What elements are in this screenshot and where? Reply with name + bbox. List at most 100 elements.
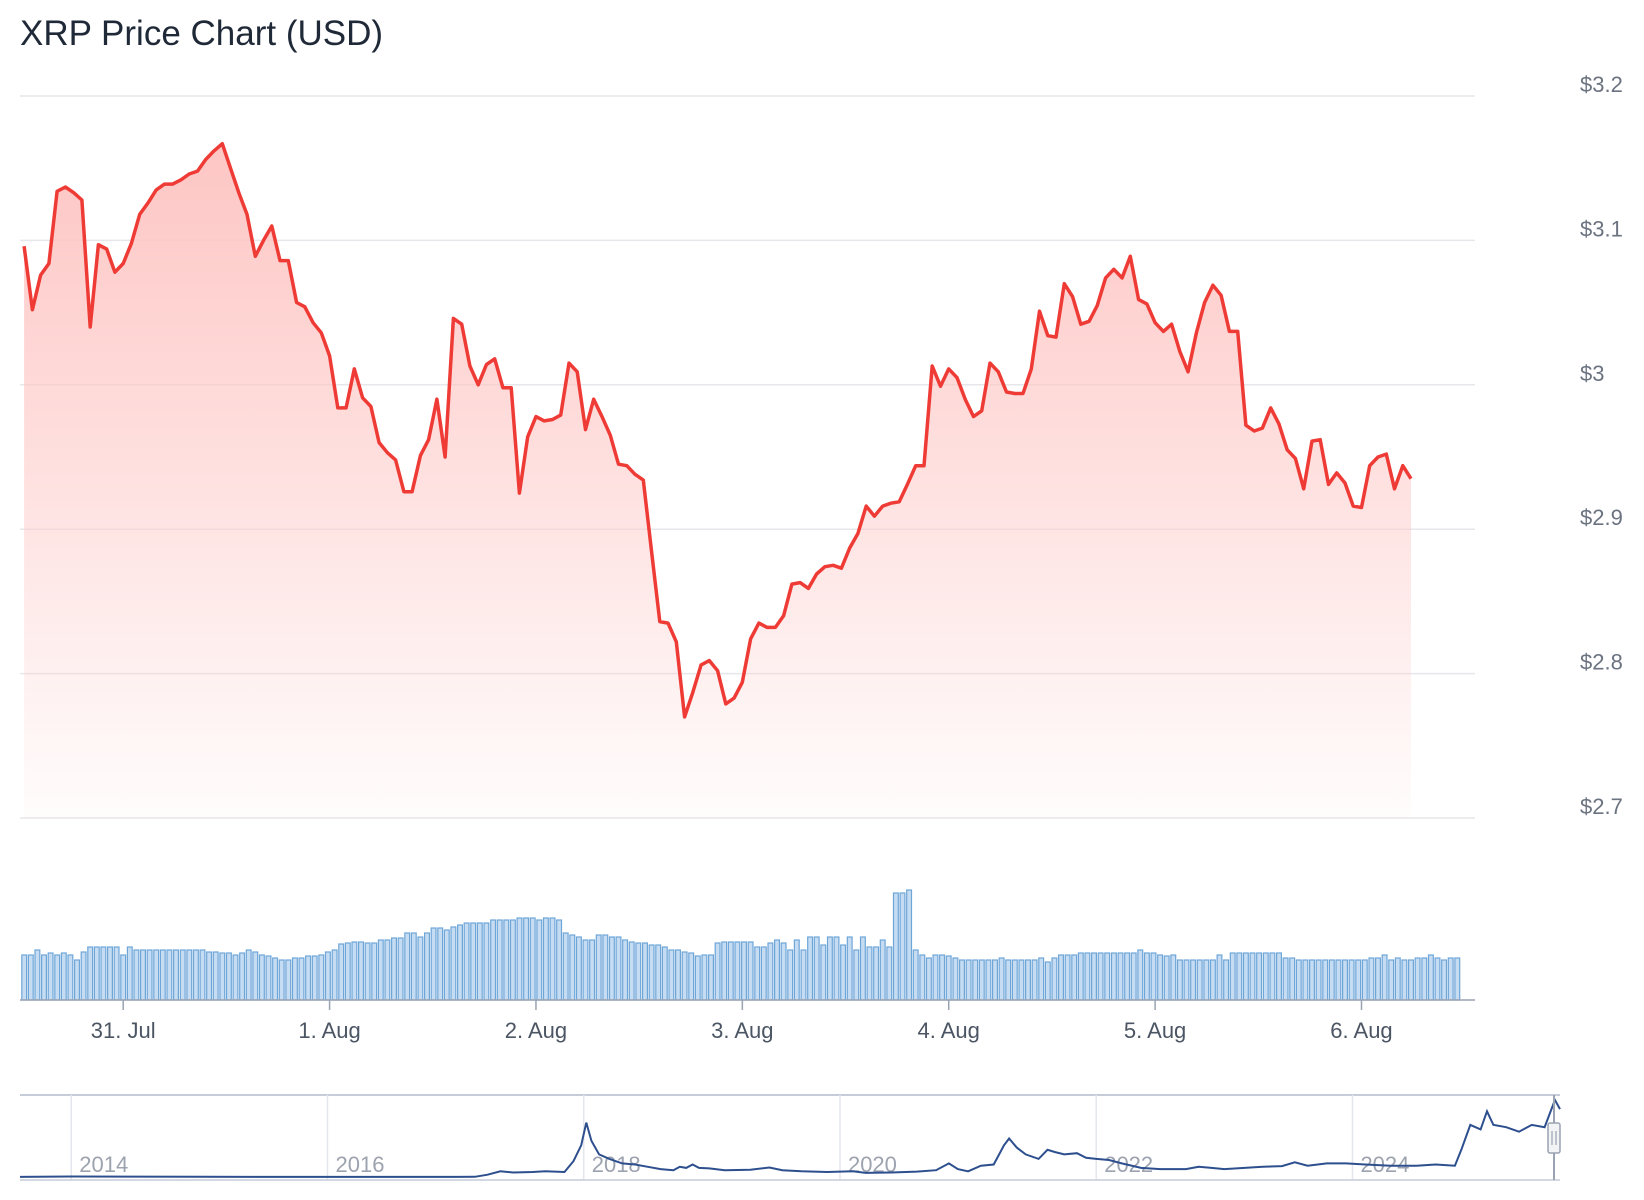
- volume-bar: [430, 927, 437, 1001]
- navigator-year-labels: 2014 2016 2018 2020 2022 2024: [79, 1152, 1409, 1177]
- volume-bar: [846, 936, 853, 1001]
- volume-bar: [615, 936, 622, 1001]
- volume-bar: [536, 919, 543, 1001]
- volume-bar: [272, 957, 279, 1001]
- volume-bar: [800, 949, 807, 1001]
- volume-bar: [1137, 949, 1144, 1001]
- volume-bar: [886, 946, 893, 1001]
- volume-bar: [285, 959, 292, 1001]
- volume-bar: [1361, 959, 1368, 1001]
- volume-bar: [1223, 959, 1230, 1001]
- volume-bar: [1355, 959, 1362, 1001]
- volume-bar: [866, 946, 873, 1001]
- volume-bar: [404, 932, 411, 1001]
- volume-bar: [1256, 952, 1263, 1001]
- volume-bar: [298, 957, 305, 1001]
- volume-bar: [767, 942, 774, 1001]
- volume-bar: [1236, 952, 1243, 1001]
- volume-bar: [437, 927, 444, 1001]
- volume-bar: [179, 949, 186, 1001]
- volume-bar: [595, 934, 602, 1001]
- volume-bar: [173, 949, 180, 1001]
- volume-bar: [1005, 959, 1012, 1001]
- volume-bar: [245, 949, 252, 1001]
- volume-bar: [1130, 952, 1137, 1001]
- volume-bar: [602, 934, 609, 1001]
- volume-bar: [556, 919, 563, 1001]
- volume-bar: [1262, 952, 1269, 1001]
- volume-bar: [232, 954, 239, 1001]
- volume-bar: [113, 946, 120, 1001]
- volume-bar: [978, 959, 985, 1001]
- price-line[interactable]: [22, 141, 1413, 719]
- volume-bar: [1024, 959, 1031, 1001]
- volume-bar: [377, 939, 384, 1001]
- volume-bar: [186, 949, 193, 1001]
- volume-bar: [740, 941, 747, 1001]
- volume-bar: [972, 959, 979, 1001]
- volume-bar: [529, 917, 536, 1001]
- volume-bar: [21, 954, 28, 1001]
- volume-bar: [754, 946, 761, 1001]
- volume-bar: [562, 932, 569, 1001]
- x-tick-label: 5. Aug: [1124, 1018, 1186, 1043]
- volume-bar: [166, 949, 173, 1001]
- volume-bar: [192, 949, 199, 1001]
- volume-bar: [1302, 959, 1309, 1001]
- volume-bar: [1295, 959, 1302, 1001]
- volume-bar: [1157, 954, 1164, 1001]
- volume-bar: [470, 922, 477, 1001]
- volume-bar: [331, 949, 338, 1001]
- volume-bar: [225, 952, 232, 1001]
- volume-bar: [1335, 959, 1342, 1001]
- navigator-gridlines: [70, 1095, 1354, 1180]
- volume-bar: [760, 946, 767, 1001]
- volume-bar: [1229, 952, 1236, 1001]
- volume-bar: [73, 959, 80, 1001]
- volume-bar: [1031, 959, 1038, 1001]
- navigator-range-handle[interactable]: [1547, 1095, 1561, 1180]
- volume-bar: [311, 955, 318, 1001]
- volume-bars: [21, 889, 1461, 1001]
- volume-bar: [1315, 959, 1322, 1001]
- volume-bar: [159, 949, 166, 1001]
- volume-bar: [1104, 952, 1111, 1001]
- volume-bar: [1097, 952, 1104, 1001]
- volume-bar: [27, 954, 34, 1001]
- volume-bar: [780, 942, 787, 1001]
- volume-bar: [945, 955, 952, 1001]
- volume-bar: [1434, 957, 1441, 1001]
- volume-bar: [483, 922, 490, 1001]
- navigator-price-line: [19, 1097, 1561, 1178]
- volume-bar: [714, 942, 721, 1001]
- volume-bar: [47, 952, 54, 1001]
- volume-bar: [1084, 952, 1091, 1001]
- volume-bar: [40, 954, 47, 1001]
- volume-bar: [734, 941, 741, 1001]
- volume-bar: [1427, 954, 1434, 1001]
- volume-bar: [1242, 952, 1249, 1001]
- y-tick-label: $3.2: [1580, 72, 1623, 97]
- volume-bar: [608, 936, 615, 1001]
- volume-bar: [1190, 959, 1197, 1001]
- x-tick-label: 1. Aug: [298, 1018, 360, 1043]
- x-axis-labels: 31. Jul 1. Aug 2. Aug 3. Aug 4. Aug 5. Aug 6. …: [91, 1000, 1393, 1043]
- volume-bar: [490, 919, 497, 1001]
- volume-bar: [813, 936, 820, 1001]
- volume-bar: [635, 942, 642, 1001]
- volume-bar: [549, 917, 556, 1001]
- navigator[interactable]: 2014 2016 2018 2020 2022 2024: [19, 1094, 1561, 1181]
- volume-bar: [424, 932, 431, 1001]
- volume-bar: [457, 924, 464, 1001]
- volume-bar: [1183, 959, 1190, 1001]
- volume-bar: [1322, 959, 1329, 1001]
- volume-bar: [80, 951, 87, 1001]
- volume-bar: [1374, 957, 1381, 1001]
- volume-bar: [681, 951, 688, 1001]
- volume-bar: [773, 939, 780, 1001]
- volume-bar: [707, 954, 714, 1001]
- volume-bar: [919, 954, 926, 1001]
- volume-bar: [206, 951, 213, 1001]
- volume-bar: [892, 892, 899, 1001]
- volume-bar: [324, 951, 331, 1001]
